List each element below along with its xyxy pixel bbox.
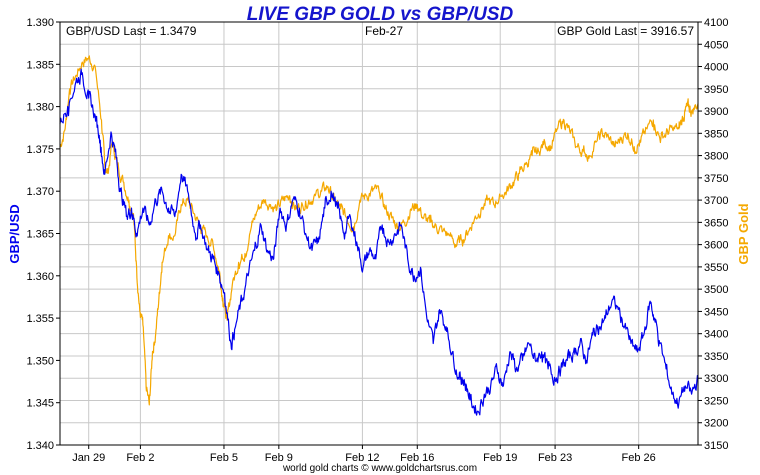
- right-tick-label: 3650: [704, 217, 728, 229]
- gold-last-label: GBP Gold Last = 3916.57: [557, 24, 694, 38]
- right-tick-label: 3400: [704, 329, 728, 341]
- right-tick-label: 3900: [704, 106, 728, 118]
- left-tick-label: 1.390: [26, 17, 54, 29]
- left-tick-label: 1.345: [26, 398, 54, 410]
- right-tick-label: 3350: [704, 351, 728, 363]
- x-tick-label: Feb 26: [622, 452, 656, 464]
- footer-credit: world gold charts © www.goldchartsrus.co…: [282, 463, 477, 474]
- x-tick-label: Feb 19: [483, 452, 517, 464]
- right-axis-label: GBP Gold: [736, 203, 751, 264]
- right-tick-label: 4100: [704, 17, 728, 29]
- x-tick-label: Feb 12: [345, 452, 379, 464]
- right-tick-label: 4000: [704, 62, 728, 74]
- right-tick-label: 4050: [704, 39, 728, 51]
- gbp-gold-line: [59, 55, 699, 406]
- right-tick-label: 3450: [704, 306, 728, 318]
- left-tick-label: 1.365: [26, 229, 54, 241]
- x-tick-label: Feb 9: [265, 452, 293, 464]
- right-tick-label: 3550: [704, 262, 728, 274]
- right-tick-label: 3800: [704, 151, 728, 163]
- left-tick-label: 1.340: [26, 440, 54, 452]
- grid-lines: [60, 21, 698, 446]
- left-tick-label: 1.380: [26, 102, 54, 114]
- left-tick-label: 1.360: [26, 271, 54, 283]
- left-axis-label: GBP/USD: [7, 204, 22, 263]
- right-tick-label: 3300: [704, 373, 728, 385]
- right-tick-label: 3150: [704, 440, 728, 452]
- x-tick-label: Feb 23: [538, 452, 572, 464]
- x-tick-label: Feb 16: [400, 452, 434, 464]
- x-tick-label: Feb 2: [126, 452, 154, 464]
- right-tick-label: 3850: [704, 128, 728, 140]
- left-tick-label: 1.355: [26, 313, 54, 325]
- gbpusd-last-label: GBP/USD Last = 1.3479: [66, 24, 197, 38]
- right-tick-label: 3700: [704, 195, 728, 207]
- right-tick-label: 3950: [704, 84, 728, 96]
- chart-title: LIVE GBP GOLD vs GBP/USD: [247, 4, 514, 25]
- axes: 1.340 1.345 1.350 1.355 1.360 1.365 1.370 1.375…: [26, 17, 728, 464]
- right-tick-label: 3600: [704, 240, 728, 252]
- gbpusd-line: [59, 68, 699, 416]
- x-tick-label: Feb 5: [210, 452, 238, 464]
- right-tick-label: 3250: [704, 395, 728, 407]
- x-tick-label: Jan 29: [72, 452, 105, 464]
- date-label: Feb-27: [365, 24, 403, 38]
- right-tick-label: 3500: [704, 284, 728, 296]
- left-tick-label: 1.385: [26, 59, 54, 71]
- left-tick-label: 1.370: [26, 186, 54, 198]
- left-tick-label: 1.350: [26, 355, 54, 367]
- series-lines: [59, 55, 699, 416]
- right-tick-label: 3200: [704, 418, 728, 430]
- left-tick-label: 1.375: [26, 144, 54, 156]
- right-tick-label: 3750: [704, 173, 728, 185]
